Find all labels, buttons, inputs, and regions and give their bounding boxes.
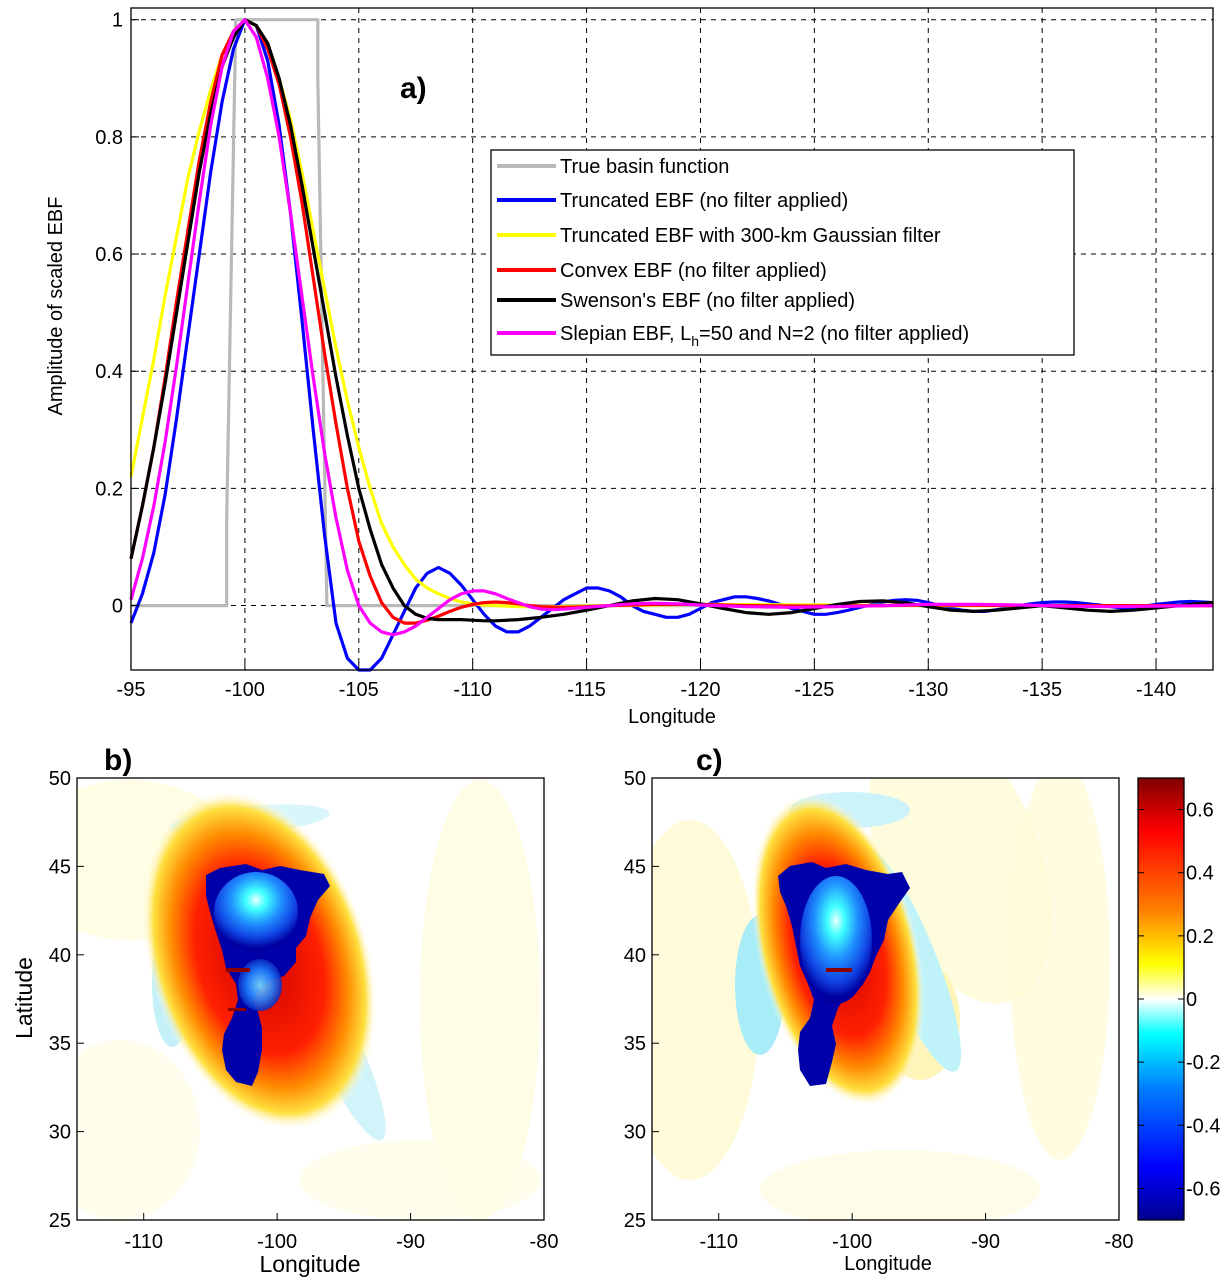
legend-entry-5-post: =50 and N=2 (no filter applied) bbox=[699, 323, 969, 345]
x-tick-label: -120 bbox=[680, 679, 720, 701]
panel-a-label: a) bbox=[400, 72, 427, 105]
legend-entry-1: Truncated EBF (no filter applied) bbox=[560, 190, 848, 212]
panel-b-y-ticks: 25 30 35 40 45 50 bbox=[49, 768, 84, 1232]
panel-b-y-axis-label: Latitude bbox=[11, 957, 37, 1039]
panel-a-x-axis-label: Longitude bbox=[628, 706, 716, 728]
panel-c-frame bbox=[651, 777, 1120, 1221]
colorbar-tick-label: -0.2 bbox=[1186, 1052, 1220, 1074]
series-line-5 bbox=[129, 18, 1214, 637]
legend-entry-5-pre: Slepian EBF, L bbox=[560, 323, 691, 345]
y-tick-label: 0.4 bbox=[95, 361, 123, 383]
panel-c-label: c) bbox=[696, 744, 723, 777]
panel-a-y-axis-label: Amplitude of scaled EBF bbox=[45, 197, 67, 416]
panel-b-y-tick-label: 30 bbox=[49, 1122, 71, 1144]
x-tick-label: -140 bbox=[1136, 679, 1176, 701]
colorbar-tick-label: -0.6 bbox=[1186, 1178, 1220, 1200]
panel-b-frame bbox=[76, 777, 545, 1221]
panel-b-x-tick-label: -110 bbox=[124, 1231, 163, 1253]
colorbar-tick-label: 0 bbox=[1186, 989, 1197, 1011]
colorbar-gradient bbox=[1137, 777, 1185, 1221]
legend-entry-2: Truncated EBF with 300-km Gaussian filte… bbox=[560, 225, 941, 247]
series-line-4 bbox=[129, 18, 1214, 623]
panel-b-x-ticks: -110 -100 -90 -80 bbox=[124, 1213, 558, 1253]
legend-box bbox=[490, 149, 1075, 356]
colorbar-tick-label: 0.2 bbox=[1186, 926, 1214, 948]
panel-a-x-ticks: -95 -100 -105 -110 -115 -120 -125 -130 -135 -140 bbox=[117, 662, 1176, 701]
x-tick-label: -115 bbox=[567, 679, 606, 701]
series-line-1 bbox=[129, 18, 1214, 672]
panel-c-x-tick-label: -110 bbox=[699, 1231, 738, 1253]
panel-b-y-tick-label: 25 bbox=[49, 1210, 71, 1232]
panel-c-x-ticks: -110 -100 -90 -80 bbox=[699, 1213, 1133, 1253]
legend-entry-4: Swenson's EBF (no filter applied) bbox=[560, 290, 855, 312]
colorbar-tick-label: 0.6 bbox=[1186, 800, 1214, 822]
x-tick-label: -125 bbox=[794, 679, 834, 701]
panel-c-x-tick-label: -100 bbox=[832, 1231, 872, 1253]
panel-c-x-tick-label: -90 bbox=[971, 1231, 1000, 1253]
panel-c-heatmap-image bbox=[652, 778, 1119, 1220]
panel-b-y-tick-label: 40 bbox=[49, 945, 71, 967]
panel-b-y-tick-label: 45 bbox=[49, 856, 71, 878]
colorbar-ticks: 0.6 0.4 0.2 0 -0.2 -0.4 -0.6 bbox=[1138, 800, 1220, 1200]
panel-c-y-tick-label: 30 bbox=[624, 1122, 646, 1144]
legend-entry-3: Convex EBF (no filter applied) bbox=[560, 260, 827, 282]
y-tick-label: 0.8 bbox=[95, 127, 123, 149]
panel-c-y-tick-label: 40 bbox=[624, 945, 646, 967]
panel-b-x-tick-label: -80 bbox=[530, 1231, 559, 1253]
panel-a-line-chart: -95 -100 -105 -110 -115 -120 -125 -130 -135 -140 … bbox=[45, 7, 1214, 728]
panel-b-x-tick-label: -90 bbox=[396, 1231, 425, 1253]
y-tick-label: 1 bbox=[112, 10, 123, 32]
panel-b-x-tick-label: -100 bbox=[257, 1231, 297, 1253]
y-tick-label: 0.2 bbox=[95, 478, 123, 500]
panel-b-y-tick-label: 35 bbox=[49, 1033, 71, 1055]
panel-c-x-tick-label: -80 bbox=[1105, 1231, 1134, 1253]
x-tick-label: -110 bbox=[453, 679, 492, 701]
panel-b-heatmap-image bbox=[77, 778, 544, 1220]
panel-c-y-tick-label: 45 bbox=[624, 856, 646, 878]
legend-entry-0: True basin function bbox=[560, 156, 729, 178]
series-line-0 bbox=[131, 18, 1213, 608]
y-tick-label: 0.6 bbox=[95, 244, 123, 266]
panel-b-map: -110 -100 -90 -80 25 30 35 40 45 50 Longitude La… bbox=[11, 744, 558, 1277]
panel-c-y-tick-label: 35 bbox=[624, 1033, 646, 1055]
panel-b-x-axis-label: Longitude bbox=[259, 1251, 360, 1277]
panel-b-label: b) bbox=[104, 744, 132, 777]
panel-a-series bbox=[129, 18, 1214, 672]
panel-b-y-tick-label: 50 bbox=[49, 768, 71, 790]
panel-c-y-tick-label: 50 bbox=[624, 768, 646, 790]
x-tick-label: -105 bbox=[339, 679, 379, 701]
panel-a-y-ticks: 0 0.2 0.4 0.6 0.8 1 bbox=[95, 10, 139, 618]
x-tick-label: -100 bbox=[225, 679, 265, 701]
legend: True basin function Truncated EBF (no fi… bbox=[490, 149, 1075, 356]
legend-entry-5: Slepian EBF, Lh=50 and N=2 (no filter ap… bbox=[560, 323, 969, 349]
panel-c-map: -110 -100 -90 -80 25 30 35 40 45 50 Longitude c)… bbox=[624, 744, 1221, 1275]
panel-c-y-tick-label: 25 bbox=[624, 1210, 646, 1232]
colorbar-tick-label: 0.4 bbox=[1186, 863, 1214, 885]
panel-a-frame bbox=[130, 7, 1214, 671]
panel-c-x-axis-label: Longitude bbox=[844, 1253, 932, 1275]
y-tick-label: 0 bbox=[112, 596, 123, 618]
colorbar: 0.6 0.4 0.2 0 -0.2 -0.4 -0.6 bbox=[1137, 777, 1220, 1221]
x-tick-label: -130 bbox=[908, 679, 948, 701]
x-tick-label: -95 bbox=[117, 679, 146, 701]
colorbar-tick-label: -0.4 bbox=[1186, 1115, 1220, 1137]
legend-entry-5-sub: h bbox=[691, 333, 699, 349]
panel-c-y-ticks: 25 30 35 40 45 50 bbox=[624, 768, 659, 1232]
x-tick-label: -135 bbox=[1022, 679, 1062, 701]
